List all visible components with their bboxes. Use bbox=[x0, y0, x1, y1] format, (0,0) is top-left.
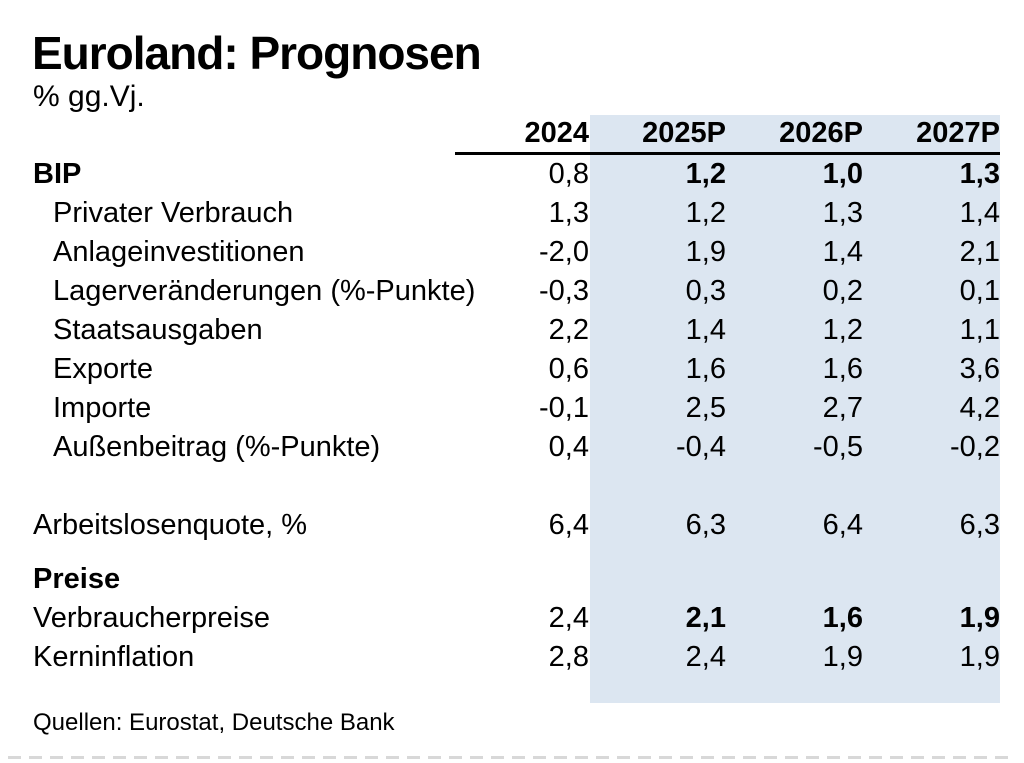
table-row: Arbeitslosenquote, % 6,4 6,3 6,4 6,3 bbox=[33, 506, 1000, 545]
row-label: Importe bbox=[53, 392, 152, 424]
cell-value: 1,6 bbox=[822, 602, 863, 634]
cell-value: 1,2 bbox=[822, 314, 863, 346]
cell-value: -0,5 bbox=[813, 431, 863, 463]
table-spacer-row bbox=[33, 545, 1000, 560]
cell-value: -0,1 bbox=[539, 392, 589, 424]
cell-value: 6,4 bbox=[822, 509, 863, 541]
table-row: BIP 0,8 1,2 1,0 1,3 bbox=[33, 155, 1000, 194]
cell-value: 6,3 bbox=[959, 509, 1000, 541]
cell-value: -0,4 bbox=[676, 431, 726, 463]
cell-value: 6,4 bbox=[548, 509, 589, 541]
cell-value: 1,1 bbox=[959, 314, 1000, 346]
table-row: Staatsausgaben 2,2 1,4 1,2 1,1 bbox=[33, 311, 1000, 350]
cell-value: 1,9 bbox=[959, 602, 1000, 634]
cell-value: 0,6 bbox=[548, 353, 589, 385]
row-label: Außenbeitrag (%-Punkte) bbox=[53, 431, 381, 463]
table-row: Anlageinvestitionen -2,0 1,9 1,4 2,1 bbox=[33, 233, 1000, 272]
cell-value: 1,9 bbox=[959, 641, 1000, 673]
forecast-table: 2024 2025P 2026P 2027P BIP 0,8 1,2 1,0 1,3 Pr… bbox=[33, 115, 1000, 677]
cell-value: 1,3 bbox=[822, 197, 863, 229]
cell-value: 1,2 bbox=[685, 158, 726, 190]
row-label: Arbeitslosenquote, % bbox=[33, 509, 308, 541]
cell-value: 2,1 bbox=[685, 602, 726, 634]
cell-value: 2,1 bbox=[959, 236, 1000, 268]
row-label: Anlageinvestitionen bbox=[53, 236, 305, 268]
cell-value: -0,2 bbox=[950, 431, 1000, 463]
cell-value bbox=[726, 560, 863, 599]
unit-subtitle: % gg.Vj. bbox=[33, 80, 145, 113]
header-rule bbox=[455, 152, 1000, 155]
cell-value: 3,6 bbox=[959, 353, 1000, 385]
cell-value: 0,2 bbox=[822, 275, 863, 307]
cell-value: 1,3 bbox=[959, 158, 1000, 190]
forecast-highlight-band bbox=[590, 115, 1000, 703]
cell-value: 1,4 bbox=[959, 197, 1000, 229]
cell-value: 1,4 bbox=[685, 314, 726, 346]
cell-value: 1,9 bbox=[685, 236, 726, 268]
column-header-2026p: 2026P bbox=[779, 117, 863, 149]
cell-value: 2,2 bbox=[548, 314, 589, 346]
cell-value: 1,3 bbox=[548, 197, 589, 229]
cell-value: 1,4 bbox=[822, 236, 863, 268]
cell-value: 0,8 bbox=[548, 158, 589, 190]
table-row: Außenbeitrag (%-Punkte) 0,4 -0,4 -0,5 -0,2 bbox=[33, 428, 1000, 467]
row-label: Staatsausgaben bbox=[53, 314, 263, 346]
table-row: Exporte 0,6 1,6 1,6 3,6 bbox=[33, 350, 1000, 389]
cell-value bbox=[589, 560, 726, 599]
cell-value: 4,2 bbox=[959, 392, 1000, 424]
table-row: Kerninflation 2,8 2,4 1,9 1,9 bbox=[33, 638, 1000, 677]
column-header-2024: 2024 bbox=[524, 117, 589, 149]
source-note: Quellen: Eurostat, Deutsche Bank bbox=[33, 709, 395, 736]
row-label: Verbraucherpreise bbox=[33, 602, 270, 634]
cell-value: 2,8 bbox=[548, 641, 589, 673]
cell-value: 1,6 bbox=[822, 353, 863, 385]
table-body: BIP 0,8 1,2 1,0 1,3 Privater Verbrauch 1,3 1,2 1… bbox=[33, 155, 1000, 677]
header-label-cell bbox=[33, 115, 452, 155]
table-row: Preise bbox=[33, 560, 1000, 599]
column-header-2027p: 2027P bbox=[916, 117, 1000, 149]
cell-value: -0,3 bbox=[539, 275, 589, 307]
cell-value: 2,4 bbox=[548, 602, 589, 634]
cell-value: 0,3 bbox=[685, 275, 726, 307]
cell-value bbox=[863, 560, 1000, 599]
table-spacer-row bbox=[33, 467, 1000, 506]
row-label: Preise bbox=[33, 563, 121, 595]
column-header-2025p: 2025P bbox=[642, 117, 726, 149]
cell-value: -2,0 bbox=[539, 236, 589, 268]
cell-value: 2,4 bbox=[685, 641, 726, 673]
cropped-text-artifact bbox=[8, 756, 1012, 759]
row-label: Lagerveränderungen (%-Punkte) bbox=[53, 275, 476, 307]
cell-value: 0,1 bbox=[959, 275, 1000, 307]
row-label: Kerninflation bbox=[33, 641, 195, 673]
table-row: Privater Verbrauch 1,3 1,2 1,3 1,4 bbox=[33, 194, 1000, 233]
cell-value: 1,2 bbox=[685, 197, 726, 229]
row-label: Privater Verbrauch bbox=[53, 197, 294, 229]
cell-value bbox=[452, 560, 589, 599]
cell-value: 6,3 bbox=[685, 509, 726, 541]
table-row: Verbraucherpreise 2,4 2,1 1,6 1,9 bbox=[33, 599, 1000, 638]
cell-value: 1,0 bbox=[822, 158, 863, 190]
page-title: Euroland: Prognosen bbox=[32, 27, 482, 79]
cell-value: 1,6 bbox=[685, 353, 726, 385]
cell-value: 2,7 bbox=[822, 392, 863, 424]
cell-value: 1,9 bbox=[822, 641, 863, 673]
cell-value: 2,5 bbox=[685, 392, 726, 424]
table-row: Importe -0,1 2,5 2,7 4,2 bbox=[33, 389, 1000, 428]
cell-value: 0,4 bbox=[548, 431, 589, 463]
table-row: Lagerveränderungen (%-Punkte) -0,3 0,3 0,2 0… bbox=[33, 272, 1000, 311]
row-label: BIP bbox=[33, 158, 82, 190]
table-header-row: 2024 2025P 2026P 2027P bbox=[33, 115, 1000, 155]
row-label: Exporte bbox=[53, 353, 153, 385]
